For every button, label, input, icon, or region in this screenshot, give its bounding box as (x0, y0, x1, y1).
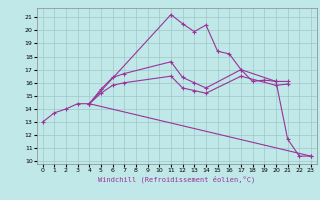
X-axis label: Windchill (Refroidissement éolien,°C): Windchill (Refroidissement éolien,°C) (98, 176, 255, 183)
